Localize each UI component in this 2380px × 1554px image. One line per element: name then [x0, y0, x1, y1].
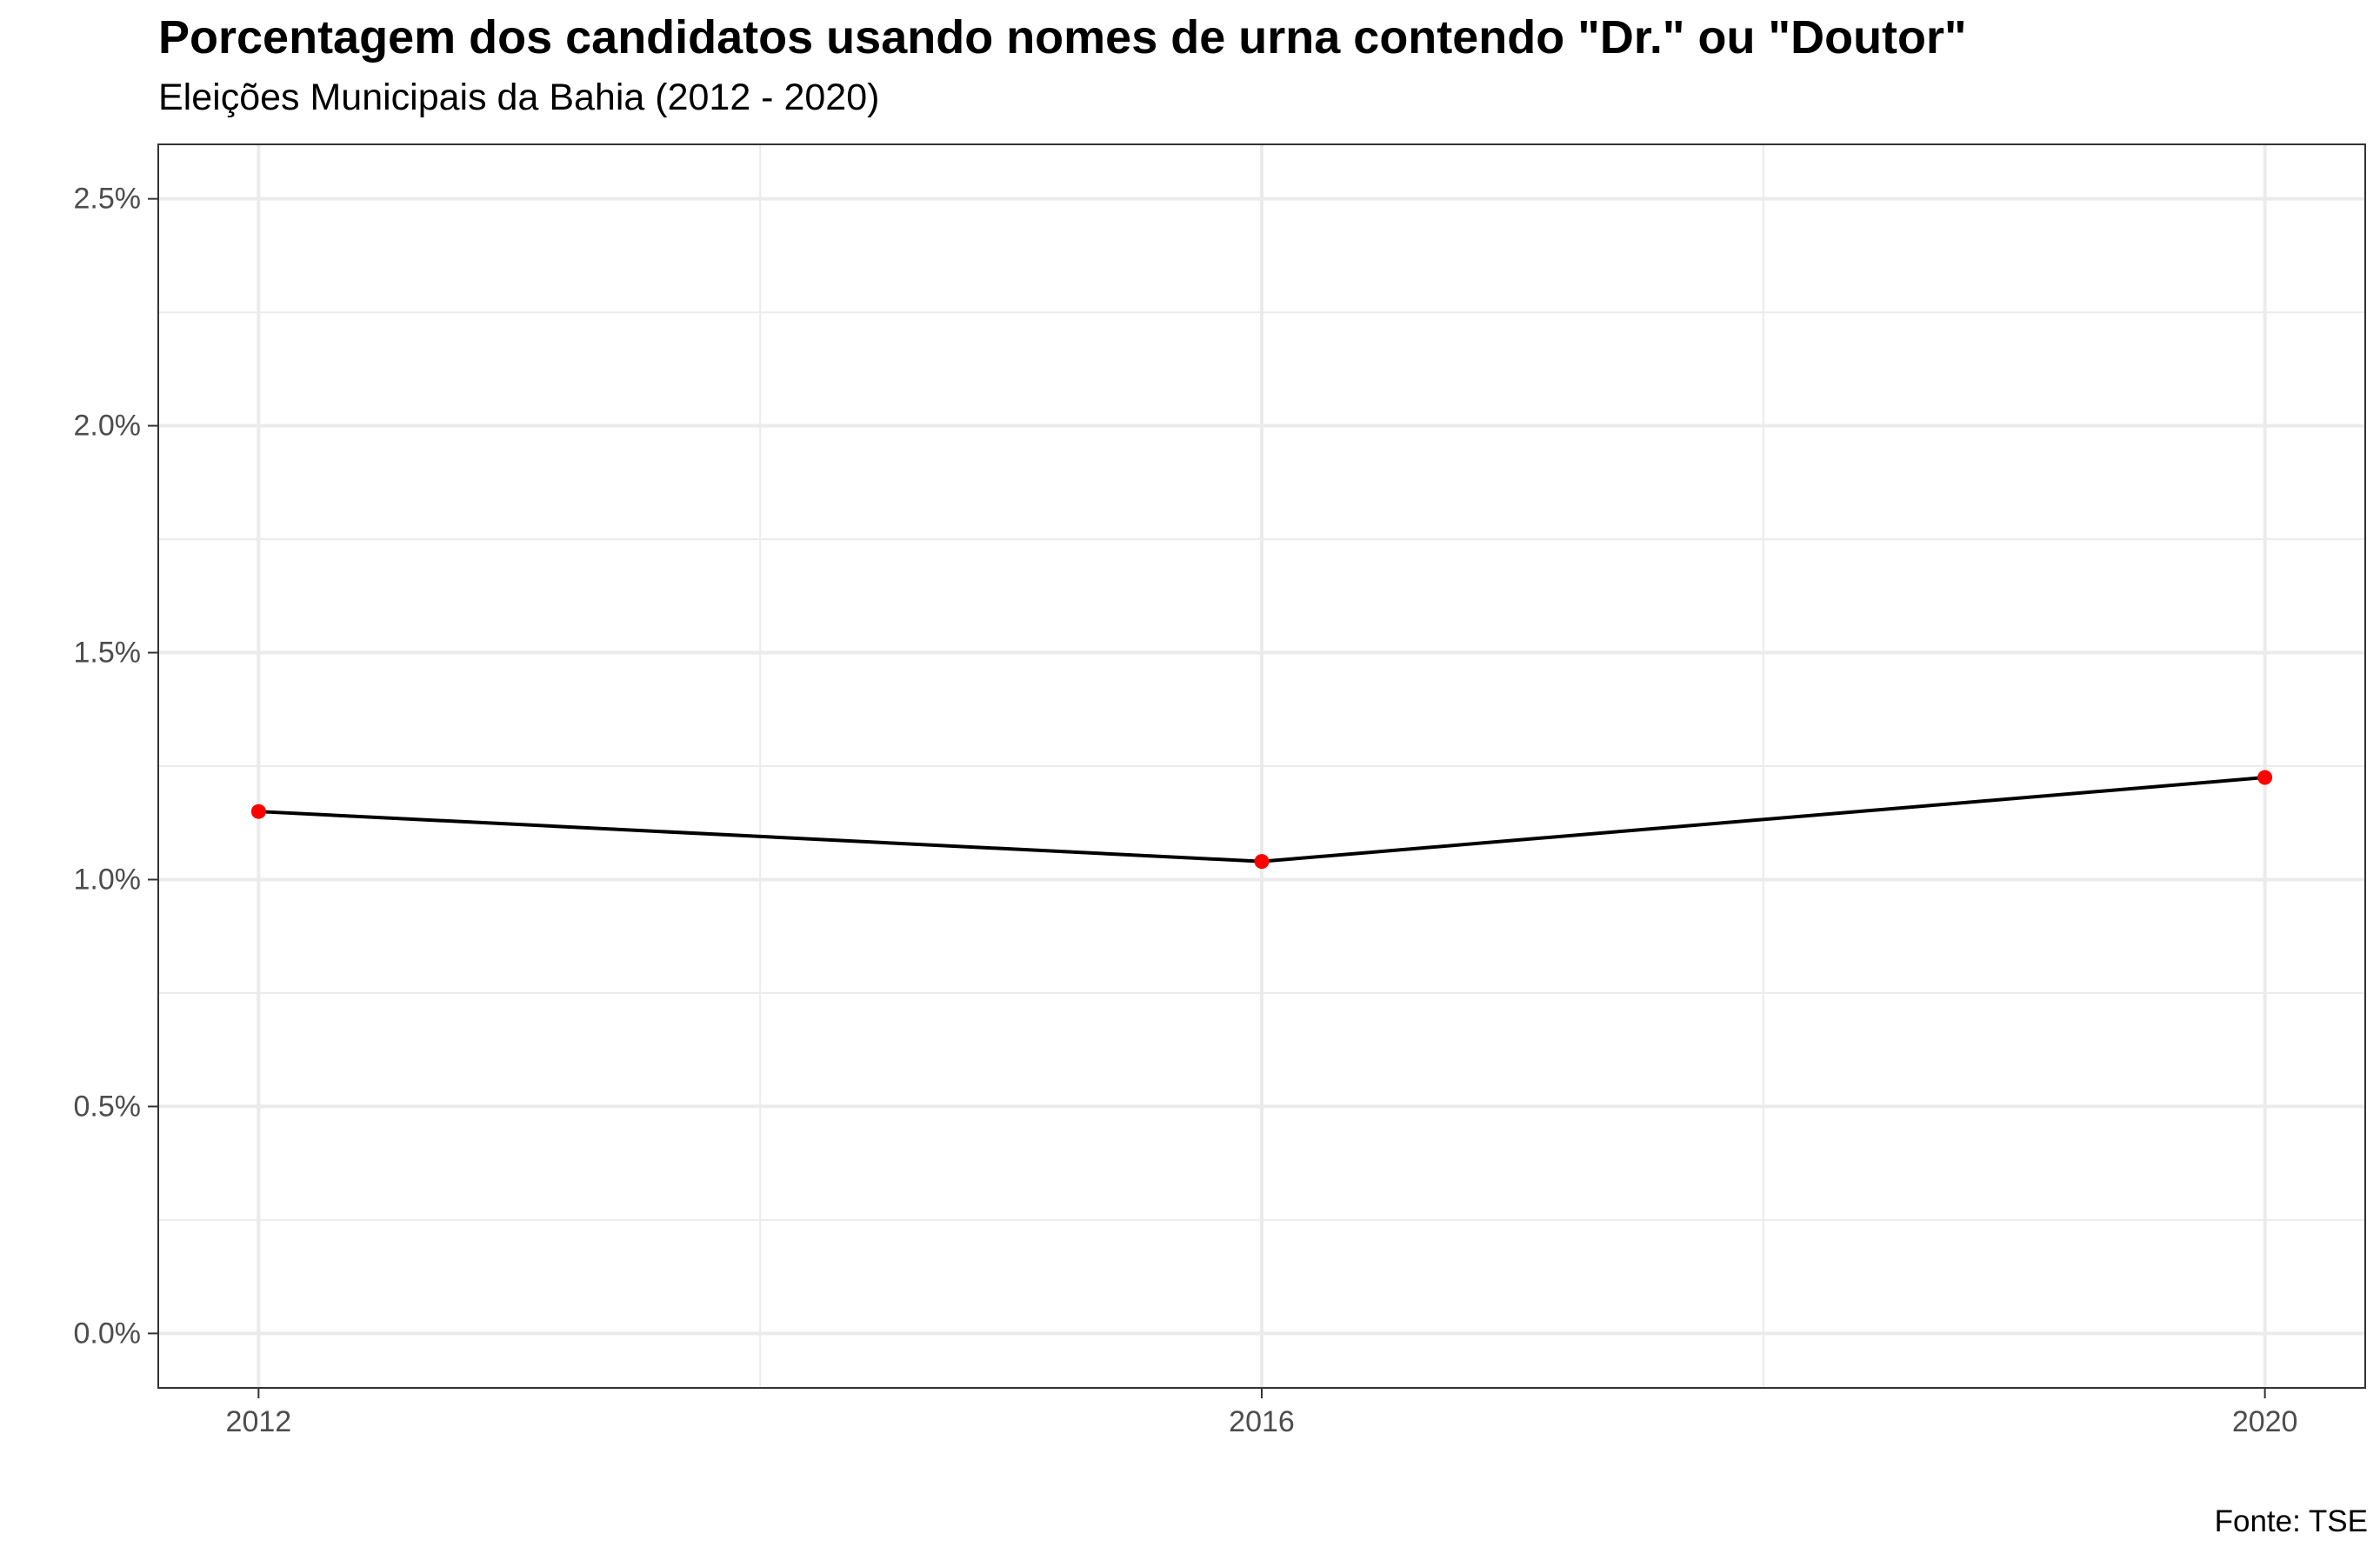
data-point-2020: [2257, 770, 2273, 785]
chart-title: Porcentagem dos candidatos usando nomes …: [158, 11, 1967, 63]
chart-subtitle: Eleições Municipais da Bahia (2012 - 202…: [158, 77, 880, 118]
x-tick-label: 2020: [2232, 1405, 2298, 1438]
x-axis: 2012 2016 2020: [226, 1388, 2298, 1438]
y-tick-label: 0.0%: [74, 1317, 142, 1350]
y-tick-label: 2.5%: [74, 183, 142, 216]
x-tick-label: 2016: [1229, 1405, 1295, 1438]
data-point-2016: [1254, 854, 1270, 870]
chart-caption: Fonte: TSE: [2214, 1504, 2368, 1538]
major-gridlines: [158, 144, 2365, 1388]
x-tick-label: 2012: [226, 1405, 292, 1438]
y-tick-label: 0.5%: [74, 1090, 142, 1123]
series-points: [250, 770, 2273, 870]
data-point-2012: [250, 804, 266, 819]
y-axis: 0.0% 0.5% 1.0% 1.5% 2.0% 2.5%: [74, 183, 158, 1350]
y-tick-label: 1.0%: [74, 863, 142, 896]
y-tick-label: 2.0%: [74, 410, 142, 443]
y-tick-label: 1.5%: [74, 637, 142, 670]
